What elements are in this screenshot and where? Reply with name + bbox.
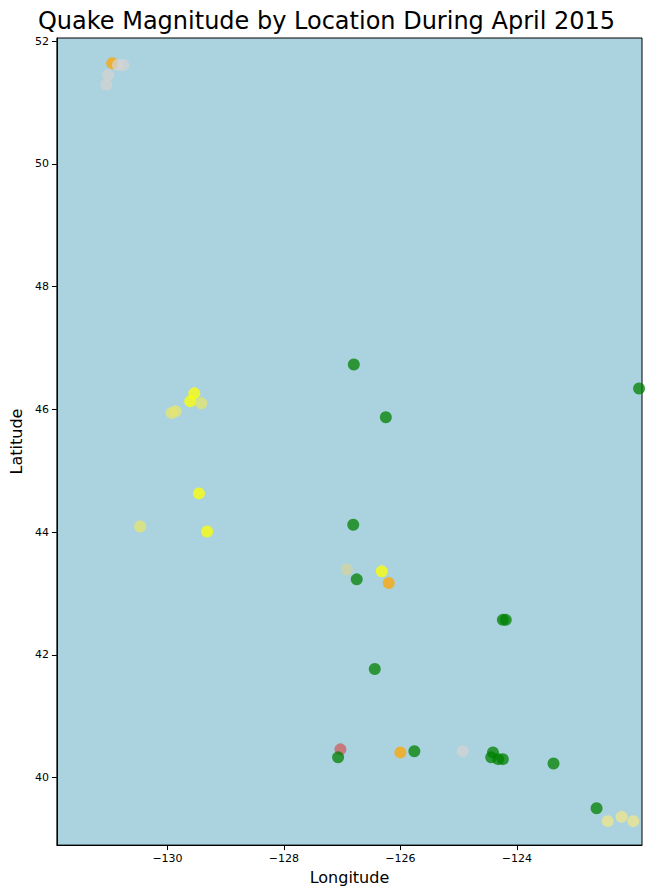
svg-text:46: 46 — [35, 403, 49, 416]
svg-text:−126: −126 — [385, 852, 415, 865]
svg-text:52: 52 — [35, 35, 49, 48]
svg-text:−124: −124 — [502, 852, 532, 865]
svg-text:42: 42 — [35, 648, 49, 661]
svg-text:Longitude: Longitude — [310, 868, 390, 887]
svg-text:48: 48 — [35, 280, 49, 293]
svg-text:Latitude: Latitude — [7, 409, 26, 475]
svg-text:−128: −128 — [269, 852, 299, 865]
svg-text:50: 50 — [35, 157, 49, 170]
svg-text:Quake Magnitude by Location Du: Quake Magnitude by Location During April… — [38, 7, 615, 35]
svg-text:44: 44 — [35, 526, 49, 539]
svg-text:−130: −130 — [152, 852, 182, 865]
svg-text:40: 40 — [35, 771, 49, 784]
